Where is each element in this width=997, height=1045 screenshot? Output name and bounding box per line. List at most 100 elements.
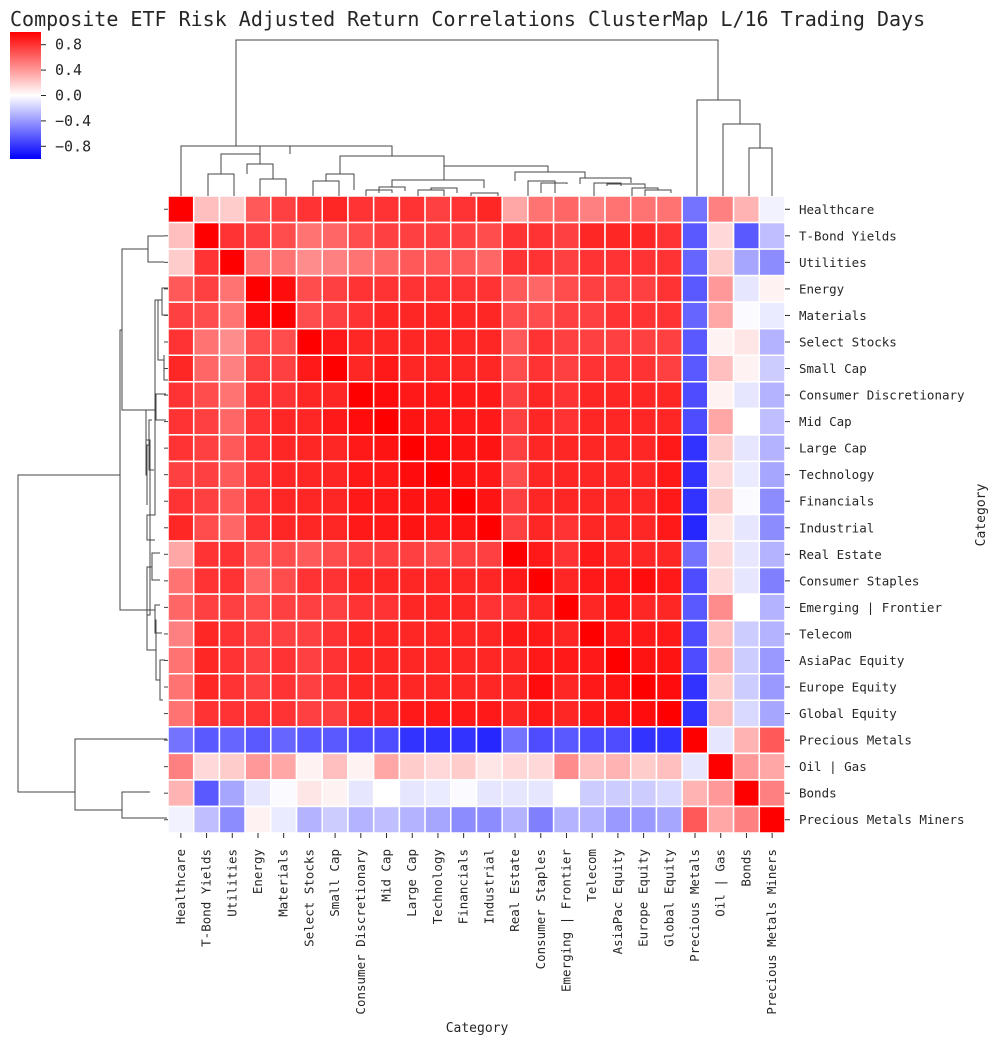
heatmap-cell	[424, 407, 452, 436]
heatmap-cell	[604, 540, 632, 569]
heatmap-cell	[758, 619, 786, 648]
heatmap-cell	[732, 699, 761, 728]
heatmap-cell	[681, 699, 709, 728]
heatmap-cell	[527, 407, 555, 436]
dendrogram-link	[121, 248, 155, 411]
heatmap-cell	[270, 752, 298, 781]
heatmap-cell	[552, 381, 581, 410]
heatmap-cell	[192, 805, 221, 834]
heatmap-cell	[758, 593, 786, 622]
heatmap-cell	[398, 487, 426, 516]
heatmap-cell	[450, 354, 478, 383]
y-tick-label-precious-metals-miners: Precious Metals Miners	[799, 812, 965, 827]
heatmap-cell	[681, 327, 709, 356]
heatmap-cell	[655, 673, 683, 702]
heatmap-cell	[321, 779, 349, 808]
heatmap-cell	[707, 301, 735, 330]
heatmap-cell	[501, 354, 529, 383]
heatmap-cell	[450, 195, 478, 224]
x-tick-label-precious-metals: Precious Metals	[687, 849, 702, 962]
heatmap-cell	[270, 327, 298, 356]
heatmap-cell	[321, 646, 349, 675]
heatmap-cell	[578, 540, 606, 569]
x-tick-label-large-cap: Large Cap	[404, 849, 419, 917]
heatmap-cell	[398, 407, 426, 436]
heatmap-cell	[475, 726, 503, 755]
heatmap-cell	[450, 248, 478, 277]
heatmap-cell	[218, 646, 246, 675]
heatmap-cell	[707, 726, 735, 755]
heatmap-cell	[655, 195, 683, 224]
heatmap-cell	[372, 699, 401, 728]
heatmap-cell	[450, 619, 478, 648]
heatmap-cell	[424, 779, 452, 808]
heatmap-cell	[707, 673, 735, 702]
heatmap-cell	[372, 726, 401, 755]
y-tick-label-global-equity: Global Equity	[799, 706, 897, 721]
heatmap-cell	[295, 221, 324, 250]
heatmap-cell	[681, 460, 709, 489]
heatmap-cell	[218, 593, 246, 622]
heatmap-cell	[295, 248, 324, 277]
heatmap-cell	[321, 619, 349, 648]
heatmap-cell	[218, 434, 246, 463]
heatmap-cell	[372, 354, 401, 383]
heatmap-cell	[552, 195, 581, 224]
heatmap-cell	[527, 619, 555, 648]
dendrogram-link	[391, 179, 485, 188]
heatmap-cell	[707, 381, 735, 410]
heatmap-cell	[527, 779, 555, 808]
heatmap-cell	[578, 779, 606, 808]
heatmap-cell	[758, 487, 786, 516]
heatmap-cell	[501, 381, 529, 410]
heatmap-cell	[655, 381, 683, 410]
heatmap-cell	[552, 726, 581, 755]
heatmap-cell	[630, 752, 658, 781]
heatmap-cell	[501, 248, 529, 277]
heatmap-cell	[552, 513, 581, 542]
heatmap-cell	[424, 195, 452, 224]
dendrogram-link	[514, 171, 586, 181]
heatmap-cell	[655, 540, 683, 569]
heatmap-cell	[192, 407, 221, 436]
heatmap-cell	[295, 407, 324, 436]
heatmap-cell	[758, 327, 786, 356]
heatmap-cell	[732, 221, 761, 250]
heatmap-cell	[295, 487, 324, 516]
heatmap-cell	[501, 274, 529, 303]
y-tick-label-materials: Materials	[799, 308, 867, 323]
heatmap-cell	[758, 354, 786, 383]
heatmap-cell	[552, 327, 581, 356]
heatmap-cell	[372, 779, 401, 808]
column-dendrogram	[180, 39, 773, 196]
heatmap-cell	[167, 195, 195, 224]
x-tick-label-telecom: Telecom	[584, 849, 599, 902]
heatmap-cell	[347, 593, 375, 622]
heatmap-cell	[604, 673, 632, 702]
heatmap-cell	[501, 726, 529, 755]
heatmap-cell	[604, 460, 632, 489]
colorbar-gradient	[10, 32, 41, 159]
heatmap-cell	[270, 221, 298, 250]
dendrogram-link	[246, 163, 274, 179]
heatmap-cell	[372, 752, 401, 781]
heatmap-cell	[501, 752, 529, 781]
heatmap-cell	[655, 274, 683, 303]
heatmap-cell	[347, 540, 375, 569]
heatmap-cell	[347, 274, 375, 303]
heatmap-cell	[578, 646, 606, 675]
heatmap-cell	[372, 513, 401, 542]
y-tick-label-telecom: Telecom	[799, 626, 852, 641]
heatmap-cell	[295, 673, 324, 702]
heatmap-cell	[270, 673, 298, 702]
heatmap-cell	[604, 195, 632, 224]
heatmap-cell	[270, 779, 298, 808]
heatmap-cell	[167, 673, 195, 702]
heatmap-cell	[707, 327, 735, 356]
heatmap-cell	[732, 327, 761, 356]
dendrogram-link	[606, 183, 646, 188]
heatmap-cell	[732, 274, 761, 303]
heatmap-cell	[398, 779, 426, 808]
heatmap-cell	[372, 301, 401, 330]
x-tick-label-technology: Technology	[430, 849, 445, 925]
